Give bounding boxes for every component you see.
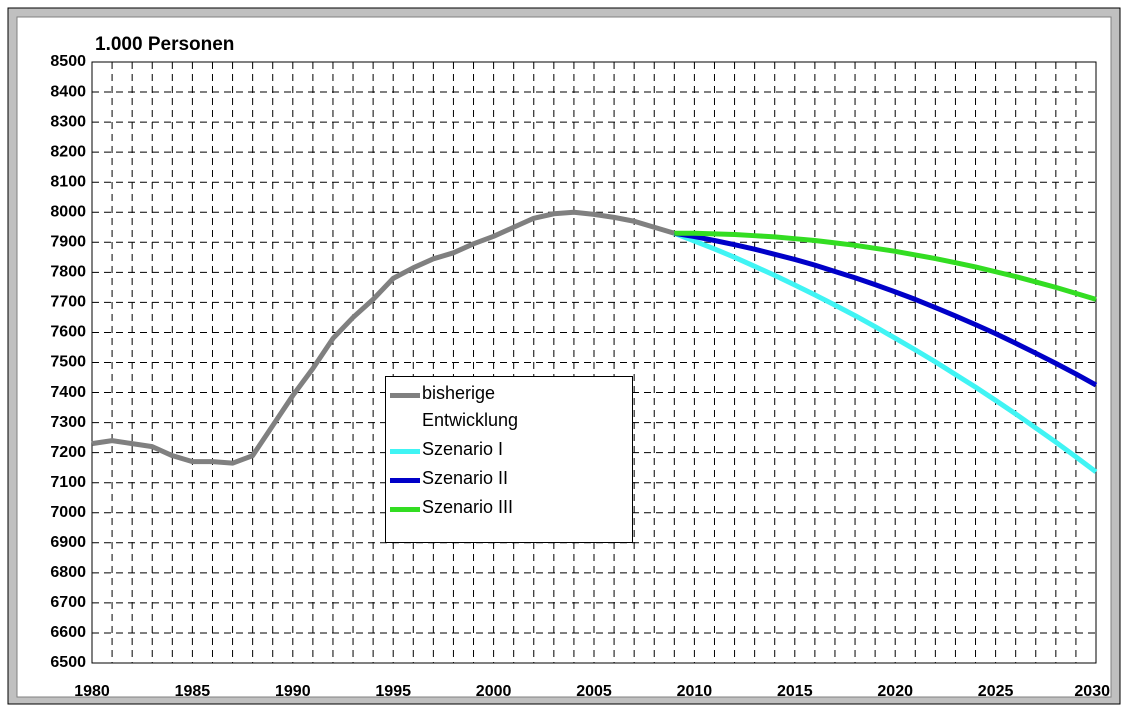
y-tick-label: 7500 (50, 354, 86, 371)
legend-entry: Szenario III (386, 497, 632, 521)
y-tick-label: 6900 (50, 534, 86, 551)
series-line (673, 230, 1098, 388)
legend-swatch (390, 478, 420, 483)
legend-label: Szenario III (422, 497, 514, 517)
legend-entry: Szenario II (386, 468, 632, 492)
y-tick-label: 7900 (50, 234, 86, 251)
y-tick-label: 8100 (50, 173, 86, 190)
chart-title: 1.000 Personen (95, 34, 234, 55)
legend: bisherige Entwicklung Szenario I Szenario … (385, 376, 633, 543)
x-tick-label: 2005 (576, 683, 612, 700)
legend-label: Szenario I (422, 439, 504, 459)
x-tick-label: 1995 (375, 683, 411, 700)
legend-swatch (390, 449, 420, 454)
x-tick-label: 1990 (275, 683, 311, 700)
y-tick-label: 7700 (50, 294, 86, 311)
y-tick-label: 6500 (50, 654, 86, 671)
legend-label: Szenario II (422, 468, 509, 488)
y-tick-label: 7300 (50, 414, 86, 431)
y-tick-label: 8200 (50, 143, 86, 160)
y-tick-label: 7000 (50, 504, 86, 521)
x-tick-label: 2000 (476, 683, 512, 700)
x-tick-label: 2030 (1074, 683, 1110, 700)
y-tick-label: 8500 (50, 53, 86, 70)
y-tick-label: 7100 (50, 474, 86, 491)
series-line (674, 230, 1097, 302)
y-tick-label: 8300 (50, 113, 86, 130)
x-tick-label: 1985 (175, 683, 211, 700)
x-tick-label: 2015 (777, 683, 813, 700)
series-line (673, 230, 1098, 474)
legend-swatch (390, 393, 420, 398)
y-tick-label: 7400 (50, 384, 86, 401)
legend-entry: Szenario I (386, 439, 632, 463)
legend-entry: bisherige Entwicklung (386, 383, 632, 434)
y-tick-label: 7800 (50, 264, 86, 281)
legend-label: bisherige Entwicklung (422, 383, 519, 430)
series-line (91, 209, 676, 466)
legend-swatch (390, 507, 420, 512)
y-tick-label: 6800 (50, 564, 86, 581)
y-tick-label: 8400 (50, 83, 86, 100)
x-tick-label: 2025 (978, 683, 1014, 700)
y-tick-label: 6600 (50, 624, 86, 641)
x-tick-label: 2010 (677, 683, 713, 700)
x-tick-label: 1980 (74, 683, 110, 700)
y-tick-label: 7600 (50, 324, 86, 341)
x-tick-label: 2020 (877, 683, 913, 700)
y-tick-label: 8000 (50, 203, 86, 220)
y-tick-label: 7200 (50, 444, 86, 461)
y-tick-label: 6700 (50, 594, 86, 611)
